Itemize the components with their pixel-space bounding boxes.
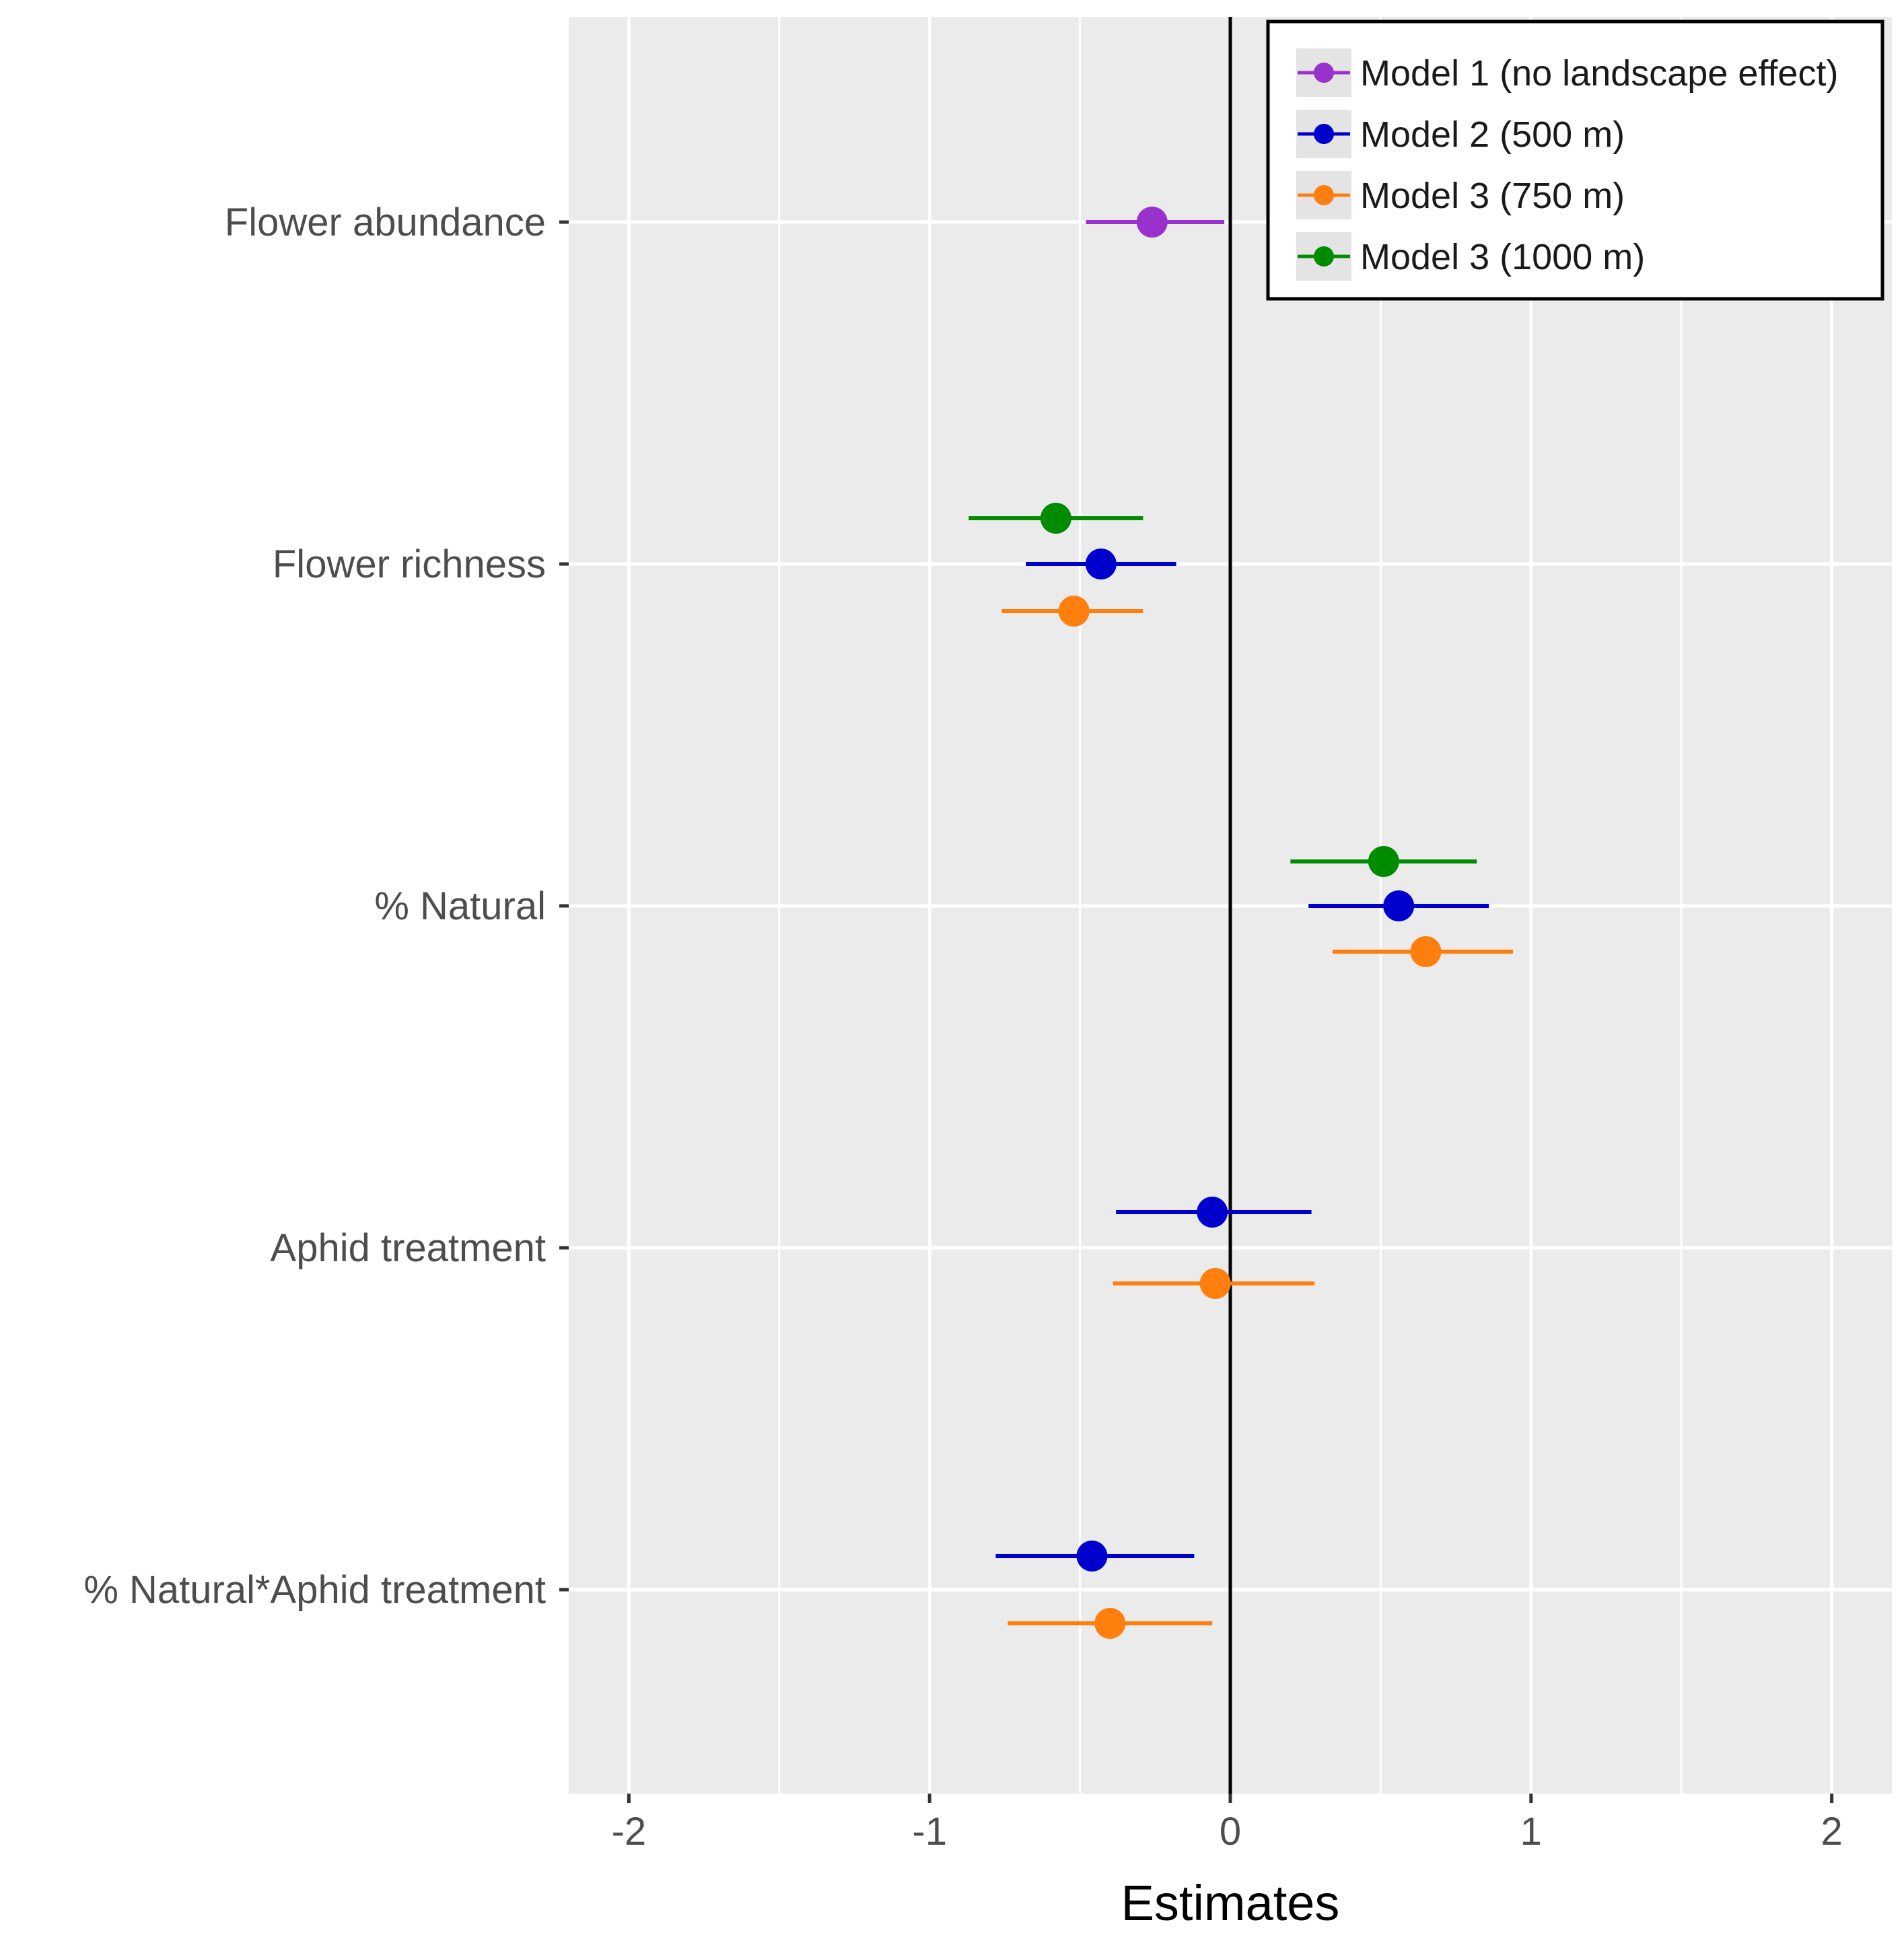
estimate-point	[1410, 936, 1442, 967]
data-marks	[968, 207, 1514, 1639]
axes: Flower abundance Flower richness % Natural…	[83, 201, 1842, 1853]
x-tick-label: 2	[1821, 1810, 1843, 1853]
x-tick-label: 0	[1220, 1810, 1241, 1853]
y-tick-label: Aphid treatment	[271, 1226, 546, 1270]
estimate-point	[1040, 503, 1071, 534]
estimate-point	[1199, 1268, 1231, 1299]
x-tick-label: -1	[912, 1810, 947, 1853]
legend-label: Model 2 (500 m)	[1360, 114, 1625, 155]
estimate-point	[1197, 1197, 1228, 1228]
estimate-point	[1085, 549, 1117, 579]
legend-key-point	[1314, 185, 1334, 205]
legend-box	[1266, 20, 1884, 301]
estimate-point	[1368, 846, 1399, 877]
legend-key-point	[1314, 124, 1334, 144]
estimate-point	[1094, 1608, 1126, 1639]
estimate-point	[1383, 890, 1415, 921]
y-tick-label: Flower richness	[273, 542, 546, 586]
legend-label: Model 3 (1000 m)	[1360, 237, 1645, 277]
x-axis-title: Estimates	[1121, 1875, 1340, 1931]
legend-key-point	[1314, 246, 1334, 267]
legend-label: Model 3 (750 m)	[1360, 176, 1625, 216]
x-tick-label: -2	[612, 1810, 647, 1853]
legend: Model 1 (no landscape effect) Model 2 (50…	[1266, 20, 1884, 301]
x-tick-label: 1	[1520, 1810, 1542, 1853]
legend-label: Model 1 (no landscape effect)	[1360, 53, 1838, 94]
estimate-point	[1136, 207, 1168, 238]
y-tick-label: Flower abundance	[225, 201, 546, 244]
legend-key-point	[1314, 63, 1334, 83]
estimate-point	[1058, 596, 1090, 627]
estimate-point	[1076, 1541, 1108, 1571]
y-tick-label: % Natural	[374, 884, 546, 928]
y-tick-label: % Natural*Aphid treatment	[83, 1568, 546, 1612]
